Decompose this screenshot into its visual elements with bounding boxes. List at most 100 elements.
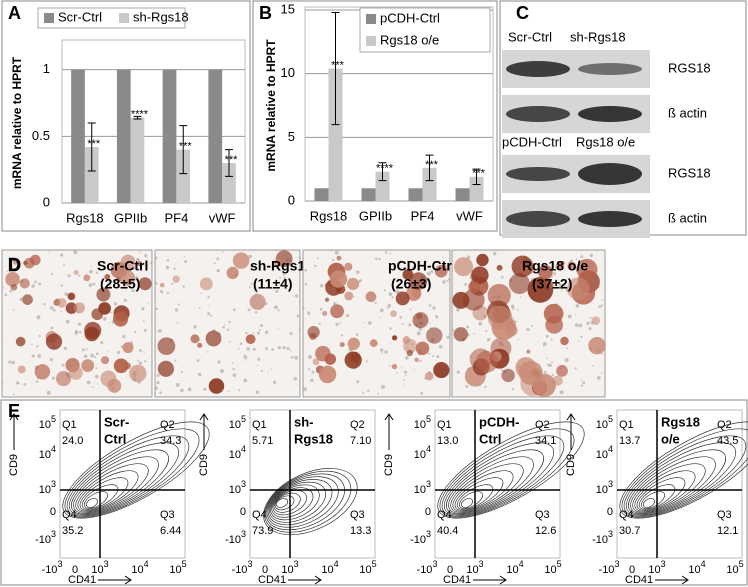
debris [335,322,339,326]
debris [379,316,382,319]
quadrant-value: 13.7 [619,435,640,447]
debris [252,332,255,334]
debris [401,367,403,369]
debris [279,276,282,279]
debris [228,341,231,343]
cell [347,337,360,350]
band [506,167,570,181]
cell [137,261,143,267]
debris [258,329,261,332]
debris [77,322,82,326]
contour [86,498,98,508]
debris [159,391,162,394]
debris [510,304,515,308]
sample-count: (26±3) [391,276,431,292]
debris [356,270,360,274]
debris [413,368,415,371]
x-tick-label: vWF [209,210,236,225]
y-axis-label: CD9 [565,454,577,476]
debris [564,358,569,362]
cell [412,312,429,329]
contour [68,442,180,516]
debris [133,330,137,333]
debris [560,286,564,290]
debris [380,384,385,389]
panel-label: E [8,401,20,421]
y-arrow [199,413,209,450]
debris [90,353,95,358]
tick-base: 10 [39,449,51,461]
tick-exp: 3 [294,559,299,569]
debris [180,388,184,393]
cell [205,330,222,347]
significance: *** [87,138,101,150]
debris [43,302,46,306]
debris [217,360,221,364]
tick-label: 105 [414,414,431,431]
debris [597,376,601,380]
bar [222,163,236,203]
cell [104,273,111,280]
debris [1,382,4,385]
debris [456,308,460,312]
debris [402,379,405,381]
tick-label: 103 [596,479,613,496]
tick-label: 105 [359,559,376,576]
contour [73,456,159,514]
tick-label: 105 [39,414,56,431]
contour [640,491,666,509]
contour [643,498,655,508]
cell [45,333,63,350]
sample-name: Rgs18 o/e [522,258,588,274]
cell [426,327,443,344]
significance: *** [331,59,345,71]
debris [451,321,453,324]
cell [560,260,565,266]
debris [31,354,34,357]
debris [485,330,488,333]
tick-base: 10 [321,564,333,576]
legend-swatch [119,13,129,23]
debris [399,260,402,263]
tick-label: 103 [414,479,431,496]
cell [496,264,503,271]
y-axis-label: mRNA relative to HPRT [10,56,24,189]
debris [166,291,169,295]
debris [90,265,93,268]
contour [461,498,473,508]
debris [271,348,275,352]
debris [216,257,220,261]
cell [452,291,470,309]
tick-base: 0 [262,564,268,576]
tick-base: 10 [359,564,371,576]
debris [86,380,91,385]
quadrant-name: Q4 [619,509,634,521]
debris [132,267,135,270]
debris [216,268,220,273]
debris [601,299,604,301]
debris [221,251,224,253]
debris [580,384,584,387]
debris [356,380,360,384]
contour [271,487,314,518]
debris [570,259,574,263]
cell [336,255,342,261]
tick-base: 10 [648,564,660,576]
x-arrow [473,575,507,585]
cell [107,378,122,393]
debris [248,254,252,259]
debris [73,250,78,255]
bar [408,188,423,201]
bar [130,117,145,203]
contour [266,476,339,528]
debris [320,307,323,311]
x-tick-label: GPIIb [359,208,392,223]
bar [328,68,343,201]
quadrant-name: Q1 [252,419,267,431]
cell [329,270,348,288]
cell [113,311,129,327]
bar [314,188,329,201]
cell [344,262,353,271]
x-tick-label: vWF [456,208,483,223]
debris [478,321,483,326]
